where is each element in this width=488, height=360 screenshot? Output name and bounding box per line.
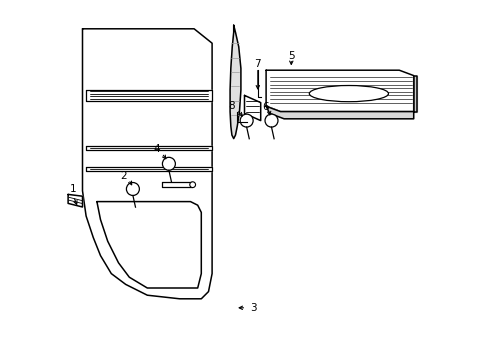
Polygon shape (162, 182, 192, 187)
Ellipse shape (309, 85, 387, 102)
Text: 6: 6 (262, 102, 268, 112)
Polygon shape (265, 70, 413, 112)
Polygon shape (86, 167, 212, 171)
Polygon shape (82, 29, 212, 299)
Text: 7: 7 (254, 59, 261, 69)
Circle shape (264, 114, 277, 127)
Text: 3: 3 (250, 303, 256, 313)
Text: 1: 1 (70, 184, 77, 194)
Circle shape (126, 183, 139, 195)
Circle shape (162, 157, 175, 170)
Polygon shape (86, 146, 212, 150)
Text: 4: 4 (153, 144, 159, 154)
Text: 2: 2 (120, 171, 126, 181)
Polygon shape (265, 106, 413, 119)
Text: 5: 5 (287, 51, 294, 61)
Polygon shape (230, 25, 241, 139)
Text: 8: 8 (228, 101, 234, 111)
Polygon shape (86, 90, 212, 101)
Polygon shape (413, 76, 416, 112)
Polygon shape (97, 202, 201, 288)
Circle shape (189, 182, 195, 188)
Circle shape (240, 114, 253, 127)
Polygon shape (244, 95, 260, 121)
Polygon shape (68, 194, 82, 207)
